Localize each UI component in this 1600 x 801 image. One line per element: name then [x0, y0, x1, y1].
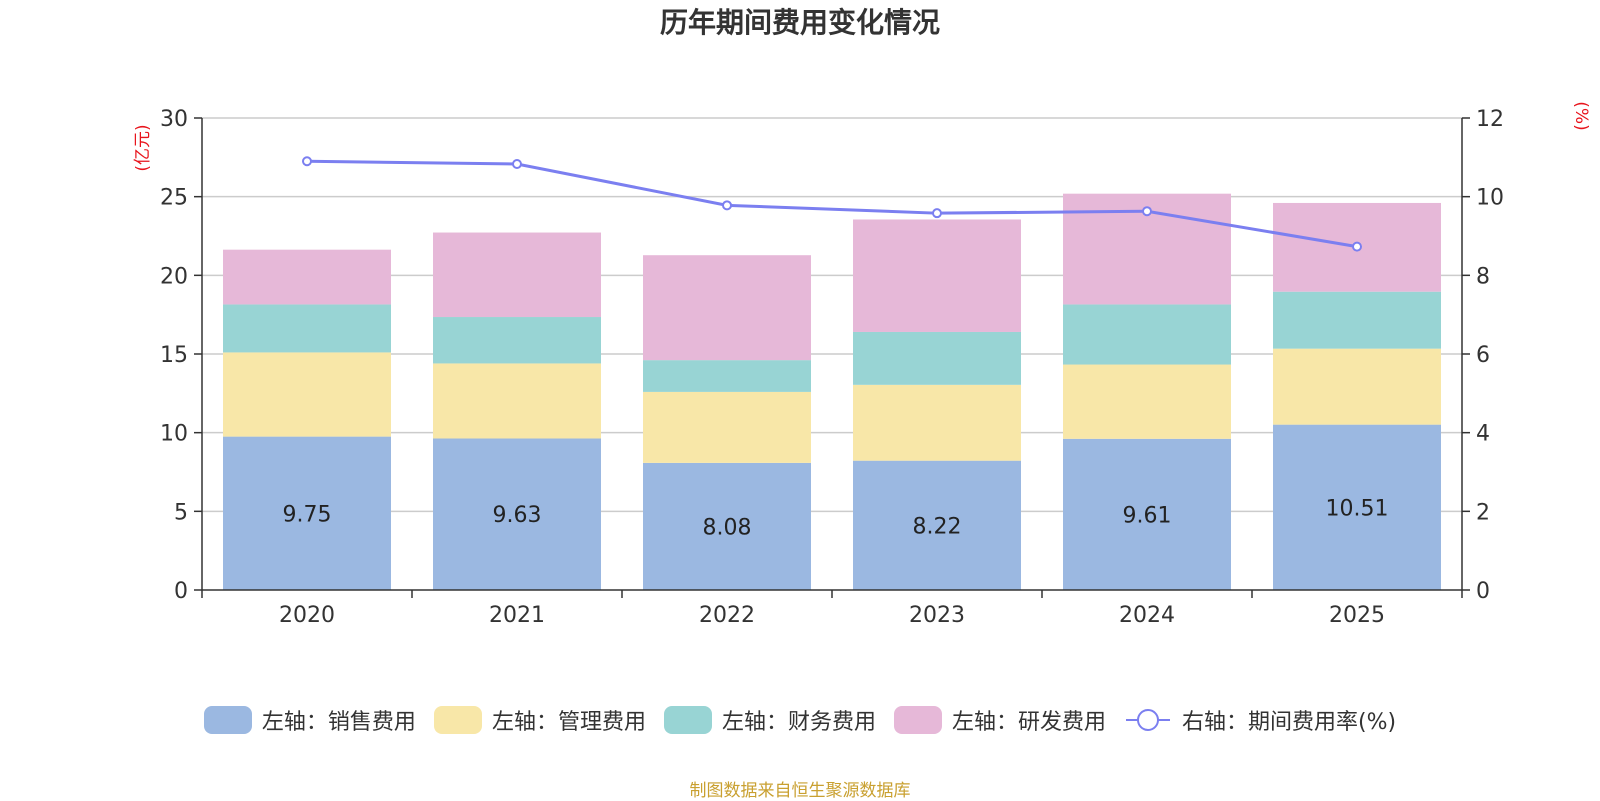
right-axis-tick-label: 2: [1476, 500, 1490, 525]
legend-label-rnd: 左轴：研发费用: [951, 710, 1106, 735]
legend-item-sales[interactable]: 左轴：销售费用: [203, 704, 416, 736]
right-axis-tick-label: 12: [1476, 107, 1504, 132]
rate-point: [1142, 206, 1152, 217]
x-axis-tick-label: 2022: [699, 603, 755, 628]
legend-swatch-admin: [433, 706, 482, 734]
legend-item-rnd[interactable]: 左轴：研发费用: [893, 704, 1106, 736]
bar-segment: [433, 317, 601, 364]
bar-segment: [1273, 291, 1441, 349]
legend-swatch-rnd: [893, 706, 942, 734]
bar-segment: [1063, 304, 1231, 365]
chart-title: 历年期间费用变化情况: [660, 6, 940, 39]
x-axis-tick-label: 2024: [1119, 603, 1175, 628]
rate-point: [932, 208, 942, 219]
rate-point: [1352, 241, 1362, 252]
left-axis-tick-label: 5: [174, 500, 188, 525]
bar-segment: [643, 391, 811, 463]
left-axis-tick-label: 25: [160, 186, 188, 211]
bar-value-label: 9.63: [493, 503, 542, 528]
bar-segment: [1063, 438, 1231, 590]
right-axis-tick-label: 6: [1476, 343, 1490, 368]
bar-segment: [223, 304, 391, 353]
rate-point: [722, 200, 732, 211]
bar-segment: [1063, 364, 1231, 439]
bar-segment: [853, 460, 1021, 590]
x-axis-tick-label: 2023: [909, 603, 965, 628]
bar-segment: [223, 249, 391, 305]
legend-swatch-sales: [203, 706, 252, 734]
legend-item-finance[interactable]: 左轴：财务费用: [663, 704, 876, 736]
bar-segment: [853, 384, 1021, 461]
bar-segment: [1273, 424, 1441, 590]
bar-segment: [433, 363, 601, 439]
bar-segment: [853, 331, 1021, 385]
x-axis-tick-label: 2020: [279, 603, 335, 628]
x-axis-tick-label: 2021: [489, 603, 545, 628]
legend-label-rate: 右轴：期间费用率(%): [1181, 710, 1397, 735]
left-axis-tick-label: 0: [174, 579, 188, 604]
right-axis-tick-label: 0: [1476, 579, 1490, 604]
right-axis-tick-label: 8: [1476, 264, 1490, 289]
legend-line-marker-icon: [1125, 709, 1170, 731]
legend-swatch-finance: [663, 706, 712, 734]
grid-lines: [202, 117, 1462, 513]
legend-item-admin[interactable]: 左轴：管理费用: [433, 704, 646, 736]
bar-segment: [223, 436, 391, 590]
legend-label-admin: 左轴：管理费用: [491, 710, 646, 735]
bar-segment: [1273, 348, 1441, 425]
bar-segment: [223, 352, 391, 437]
source-note: 制图数据来自恒生聚源数据库: [689, 781, 911, 801]
right-axis-tick-label: 10: [1476, 186, 1504, 211]
x-axis-tick-label: 2025: [1329, 603, 1385, 628]
bar-segment: [643, 255, 811, 361]
left-axis-tick-label: 10: [160, 422, 188, 447]
left-axis-tick-label: 30: [160, 107, 188, 132]
rate-line-group: [302, 156, 1362, 252]
left-axis-tick-label: 15: [160, 343, 188, 368]
bar-segment: [853, 219, 1021, 332]
rate-point: [302, 156, 312, 167]
bar-segment: [643, 462, 811, 590]
bar-segment: [433, 438, 601, 590]
legend-label-finance: 左轴：财务费用: [721, 710, 876, 735]
bar-value-label: 9.61: [1123, 503, 1172, 528]
bar-value-label: 9.75: [283, 502, 332, 527]
bar-value-label: 10.51: [1326, 496, 1389, 521]
legend: 左轴：销售费用 左轴：管理费用 左轴：财务费用 左轴：研发费用 右轴：期间费用率…: [0, 700, 1600, 740]
rate-point: [512, 159, 522, 170]
bar-segment: [643, 360, 811, 392]
bar-segment: [433, 232, 601, 318]
legend-item-rate[interactable]: 右轴：期间费用率(%): [1124, 704, 1396, 736]
bar-value-label: 8.08: [703, 515, 752, 540]
rate-line: [306, 159, 1358, 249]
left-axis-tick-label: 20: [160, 264, 188, 289]
right-axis-unit: (%): [1571, 101, 1591, 130]
left-axis-unit: (亿元): [133, 124, 153, 171]
bar-value-label: 8.22: [913, 514, 962, 539]
bars-group: 9.75 9.63 8.08 8.22 9.61 10.51: [223, 193, 1441, 590]
legend-label-sales: 左轴：销售费用: [261, 710, 416, 735]
right-axis-tick-label: 4: [1476, 422, 1490, 447]
